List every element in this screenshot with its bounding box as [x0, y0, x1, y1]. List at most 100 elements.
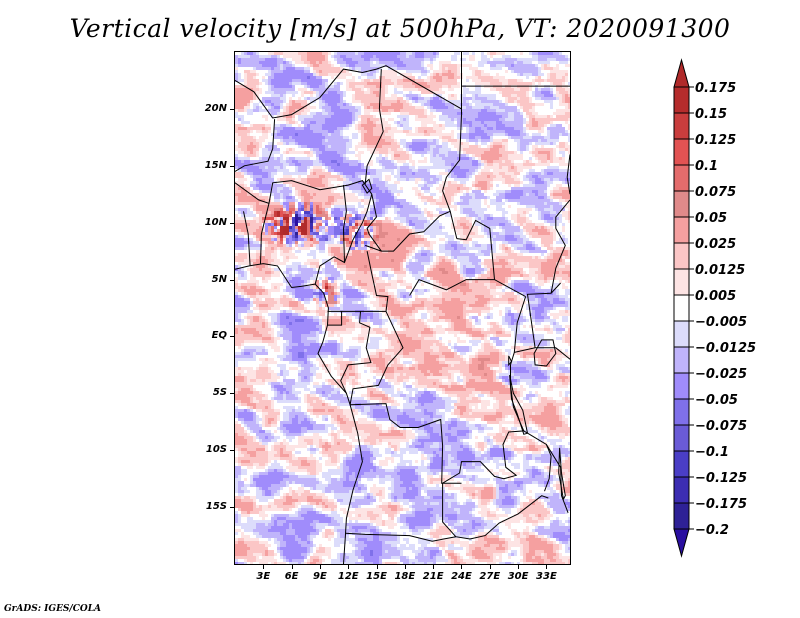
- colorbar-label: −0.05: [695, 393, 738, 408]
- lake-outline: [533, 339, 557, 367]
- x-tick: [291, 564, 293, 569]
- y-tick: [230, 222, 235, 224]
- x-tick: [433, 564, 435, 569]
- border-line: [442, 296, 527, 484]
- colorbar-label: −0.125: [695, 471, 747, 486]
- x-tick-label: 9E: [313, 571, 327, 582]
- x-tick-label: 30E: [507, 571, 529, 582]
- border-line: [442, 483, 549, 540]
- border-line: [314, 194, 373, 285]
- border-line: [243, 211, 251, 266]
- border-line: [340, 311, 372, 394]
- y-tick-label: 5N: [211, 273, 227, 285]
- x-tick: [461, 564, 463, 569]
- lake-outline: [509, 374, 529, 435]
- x-tick: [376, 564, 378, 569]
- colorbar-box: [673, 268, 690, 296]
- border-line: [526, 282, 561, 348]
- colorbar-box: [673, 476, 690, 504]
- colorbar-box: [673, 164, 690, 192]
- colorbar-label: 0.075: [695, 185, 736, 200]
- x-tick-label: 12E: [337, 571, 359, 582]
- colorbar: 0.175 0.15 0.125 0.1 0.075 0.05 0.025 0.0125 0.0…: [673, 58, 756, 558]
- border-line: [456, 219, 495, 280]
- border-line: [514, 347, 570, 360]
- x-tick-label: 21E: [422, 571, 444, 582]
- border-line: [545, 444, 569, 513]
- colorbar-label: 0.15: [695, 107, 727, 122]
- border-line: [327, 250, 389, 312]
- colorbar-box: [673, 86, 690, 114]
- colorbar-extend-min-triangle: [673, 528, 690, 558]
- colorbar-box: [673, 372, 690, 400]
- y-tick: [230, 450, 235, 452]
- colorbar-label: 0.05: [695, 211, 727, 226]
- colorbar-box: [673, 346, 690, 374]
- y-tick: [230, 393, 235, 395]
- colorbar-box: [673, 294, 690, 322]
- colorbar-label: −0.1: [695, 445, 729, 460]
- lake-outline: [508, 355, 513, 367]
- border-line: [260, 203, 270, 264]
- border-line: [349, 311, 404, 405]
- y-tick: [230, 165, 235, 167]
- x-tick: [489, 564, 491, 569]
- colorbar-label: −0.025: [695, 367, 747, 382]
- colorbar-box: [673, 502, 690, 530]
- x-tick: [319, 564, 321, 569]
- border-line: [523, 430, 552, 492]
- x-tick-label: 27E: [479, 571, 501, 582]
- colorbar-box: [673, 112, 690, 140]
- colorbar-label: −0.075: [695, 419, 747, 434]
- colorbar-box: [673, 216, 690, 244]
- border-line: [235, 68, 377, 119]
- border-line: [409, 278, 526, 298]
- x-tick-label: 6E: [284, 571, 299, 582]
- chart-title: Vertical velocity [m/s] at 500hPa, VT: 2…: [69, 14, 731, 43]
- x-tick: [546, 564, 548, 569]
- border-line: [235, 119, 276, 172]
- border-line: [365, 210, 451, 252]
- colorbar-box: [673, 138, 690, 166]
- border-line: [566, 154, 570, 195]
- x-tick-label: 15E: [366, 571, 387, 582]
- lake-outline: [361, 178, 373, 194]
- y-tick: [230, 108, 235, 110]
- border-line: [550, 199, 570, 294]
- colorbar-label: −0.005: [695, 315, 747, 330]
- country-borders: [235, 52, 570, 564]
- y-tick-label: 15N: [204, 159, 227, 171]
- colorbar-extend-max-triangle: [673, 58, 690, 88]
- y-tick-label: 10S: [205, 444, 227, 456]
- colorbar-box: [673, 320, 690, 348]
- map-plot-area: [235, 52, 570, 564]
- x-tick-label: 33E: [536, 571, 557, 582]
- y-tick-label: 10N: [204, 216, 227, 228]
- y-tick-label: 20N: [204, 102, 227, 114]
- border-line: [327, 311, 343, 326]
- y-tick-label: 15S: [205, 501, 227, 513]
- colorbar-label: −0.2: [695, 523, 729, 538]
- y-tick: [230, 336, 235, 338]
- x-tick: [348, 564, 350, 569]
- x-tick-label: 18E: [394, 571, 416, 582]
- colorbar-label: 0.025: [695, 237, 736, 252]
- colorbar-label: 0.005: [695, 289, 736, 304]
- colorbar-label: 0.1: [695, 159, 718, 174]
- y-tick: [230, 507, 235, 509]
- border-line: [350, 403, 462, 484]
- border-line: [342, 185, 347, 263]
- border-line: [442, 114, 462, 239]
- border-line: [376, 65, 462, 115]
- y-tick: [230, 279, 235, 281]
- x-tick-label: 24E: [451, 571, 472, 582]
- colorbar-box: [673, 190, 690, 218]
- grads-credit: GrADS: IGES/COLA: [4, 604, 102, 614]
- vertical-velocity-field: [235, 52, 570, 564]
- x-tick: [404, 564, 406, 569]
- lake-outline: [558, 447, 566, 501]
- border-line: [345, 532, 456, 542]
- colorbar-label: −0.175: [695, 497, 747, 512]
- border-line: [366, 194, 382, 252]
- y-tick-label: EQ: [211, 330, 227, 342]
